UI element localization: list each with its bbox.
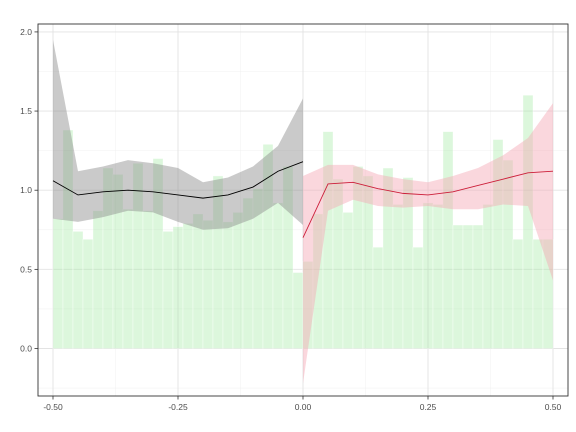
histogram-bar xyxy=(172,226,184,349)
y-tick-label: 0.0 xyxy=(20,344,32,354)
histogram-bar xyxy=(232,212,244,349)
histogram-bar xyxy=(512,238,524,349)
fit-line-1 xyxy=(52,161,304,199)
histogram-bar xyxy=(472,224,484,349)
histogram-bar xyxy=(182,223,194,349)
histogram-bar xyxy=(412,246,424,349)
histogram-bar xyxy=(202,219,214,349)
histogram-bar xyxy=(482,204,494,349)
axes: -0.50 -0.25 0.00 0.25 0.50 0.0 0.5 1.0 1.5 2.0 xyxy=(20,27,561,412)
x-tick-label: 0.25 xyxy=(420,402,437,412)
x-tick-label: -0.50 xyxy=(43,402,63,412)
histogram-bar xyxy=(142,210,154,349)
histogram-bar xyxy=(52,218,64,349)
y-tick-label: 1.5 xyxy=(20,106,32,116)
histogram-bar xyxy=(342,212,354,349)
histogram-bar xyxy=(292,272,304,349)
histogram-bar xyxy=(422,202,434,349)
histogram-bar xyxy=(72,231,84,349)
x-tick-label: 0.50 xyxy=(545,402,562,412)
confidence-band-2 xyxy=(303,103,553,384)
histogram-bar xyxy=(272,202,284,349)
histogram-bar xyxy=(282,166,294,349)
histogram-bar xyxy=(442,131,454,349)
histogram-bar xyxy=(222,221,234,349)
histogram-bar xyxy=(322,131,334,349)
histogram-bar xyxy=(532,238,544,349)
histogram-bar xyxy=(432,204,444,349)
histogram-bars xyxy=(52,94,554,349)
x-tick-label: -0.25 xyxy=(168,402,188,412)
confidence-bands xyxy=(53,39,553,384)
fit-line-2 xyxy=(302,170,554,238)
histogram-bar xyxy=(162,231,174,349)
fit-lines xyxy=(52,161,554,238)
y-tick-label: 2.0 xyxy=(20,27,32,37)
x-tick-label: 0.00 xyxy=(295,402,312,412)
y-tick-label: 1.0 xyxy=(20,185,32,195)
histogram-bar xyxy=(92,210,104,349)
histogram-bar xyxy=(372,246,384,349)
histogram-bar xyxy=(542,238,554,349)
histogram-bar xyxy=(122,208,134,349)
histogram-bar xyxy=(192,213,204,349)
y-tick-label: 0.5 xyxy=(20,264,32,274)
histogram-bar xyxy=(82,238,94,349)
histogram-bar xyxy=(522,94,534,349)
histogram-bar xyxy=(452,224,464,349)
confidence-band-1 xyxy=(53,39,303,230)
histogram-bar xyxy=(392,204,404,349)
histogram-bar xyxy=(462,224,474,349)
